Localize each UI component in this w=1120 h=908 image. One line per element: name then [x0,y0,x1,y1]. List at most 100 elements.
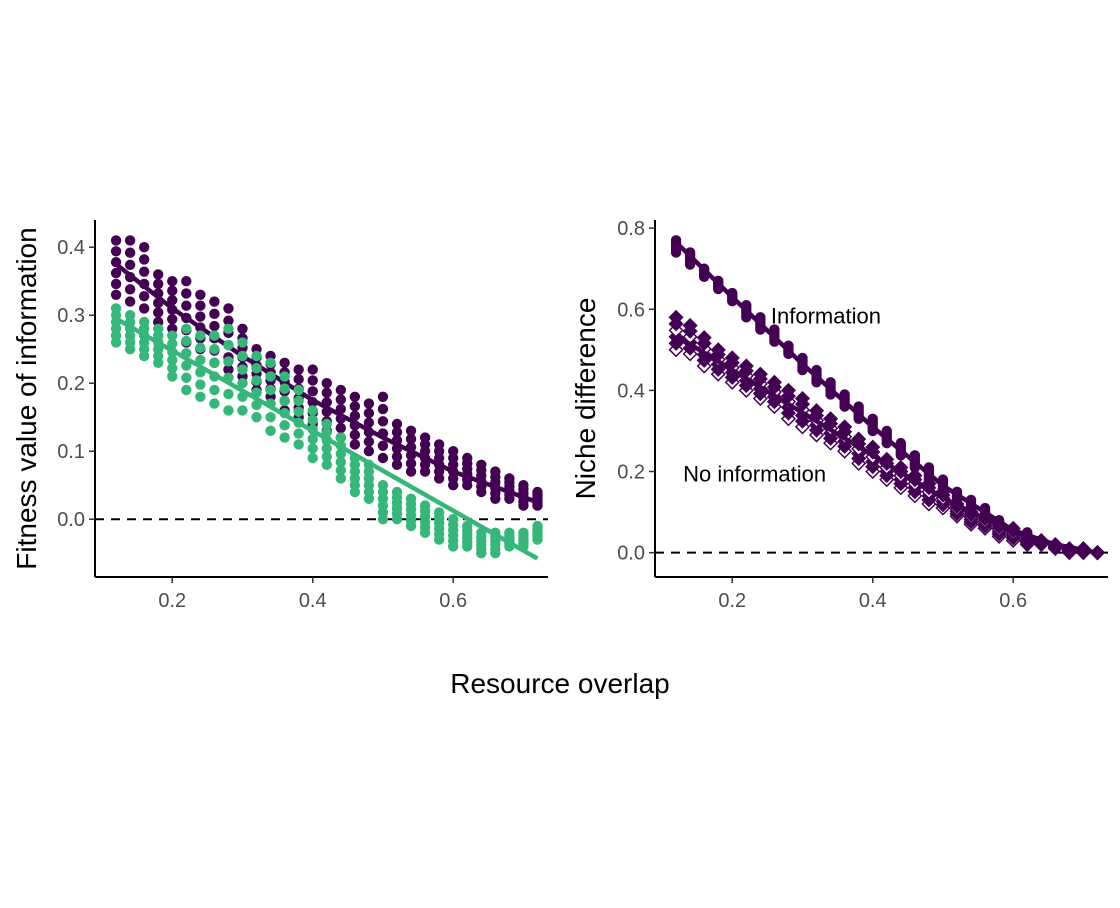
data-point [209,398,220,409]
data-point [752,366,768,382]
data-point [279,371,290,382]
data-point [279,357,290,368]
data-point [668,309,684,325]
data-point [110,235,122,246]
data-point [447,446,459,457]
data-point [223,339,234,351]
right-panel-niche: Information No information 0.2 0.4 0.6 0.0 0.2… [570,218,1108,612]
data-point [223,405,234,416]
data-point [377,416,389,427]
data-point [307,443,318,454]
data-point [321,378,332,389]
data-point [377,480,389,491]
data-point [794,390,811,407]
data-point [349,439,361,450]
data-point [391,426,403,438]
data-point [391,418,403,430]
data-point [335,422,347,434]
data-point [181,323,192,334]
data-point [307,433,318,445]
data-point [335,432,347,443]
series-1 [110,303,543,561]
data-point [209,308,220,320]
series-1 [668,309,1106,561]
data-point [223,388,234,400]
data-point [363,398,375,409]
data-point [293,406,304,417]
data-point [195,330,206,341]
data-point [110,278,122,290]
data-point [349,391,361,402]
data-point [738,358,754,374]
data-point [293,439,304,450]
x-tick-label: 0.6 [439,590,467,612]
data-point [279,432,290,443]
data-point [321,459,332,470]
data-point [462,520,473,532]
data-point [307,386,318,397]
data-point [223,356,234,367]
x-tick-label: 0.4 [859,590,887,612]
data-point [138,254,150,265]
data-point [823,411,839,427]
data-point [167,285,178,296]
data-point [124,235,136,246]
y-axis-title: Niche difference [570,298,601,500]
annotation-label: No information [683,462,826,487]
data-point [181,384,192,396]
series-0 [670,235,1103,558]
data-point [518,527,529,538]
data-point [321,387,332,398]
data-point [518,480,529,491]
data-point [209,296,220,307]
data-point [279,420,290,431]
data-point [167,363,178,374]
data-point [682,317,698,334]
data-point [405,458,417,469]
data-point [265,371,276,382]
y-tick-label: 0.0 [57,509,85,531]
data-point [153,269,164,280]
data-point [251,412,262,423]
data-point [265,425,276,436]
data-point [251,350,262,362]
data-point [405,425,417,436]
data-point [265,357,276,368]
data-point [293,373,304,385]
left-panel-fitness: 0.2 0.4 0.6 0.0 0.1 0.2 0.3 0.4 Fitness value of… [11,220,548,612]
data-point [405,493,417,504]
data-point [110,289,122,300]
data-point [363,407,375,419]
data-point [532,486,543,498]
data-point [696,330,712,346]
data-point [223,303,234,314]
data-point [363,417,375,428]
data-point [110,246,122,257]
data-point [167,276,178,287]
data-point [138,290,150,302]
data-point [153,307,164,318]
data-point [391,459,403,470]
data-point [335,384,347,396]
data-point [195,300,206,311]
data-point [321,418,332,430]
data-point [307,414,318,426]
data-point [307,375,318,386]
y-tick-label: 0.2 [617,462,645,484]
data-point [167,338,178,349]
data-point [153,278,164,290]
data-point [881,425,892,437]
data-point [110,303,122,314]
data-point [167,371,178,382]
data-point [195,311,206,322]
x-tick-label: 0.2 [718,590,746,612]
data-point [433,507,445,518]
data-point [293,384,304,396]
data-point [153,323,164,334]
x-tick-label: 0.6 [999,590,1027,612]
data-point [710,342,726,358]
data-point [419,432,431,443]
data-point [335,465,347,476]
data-point [532,520,543,532]
data-point [237,337,248,348]
